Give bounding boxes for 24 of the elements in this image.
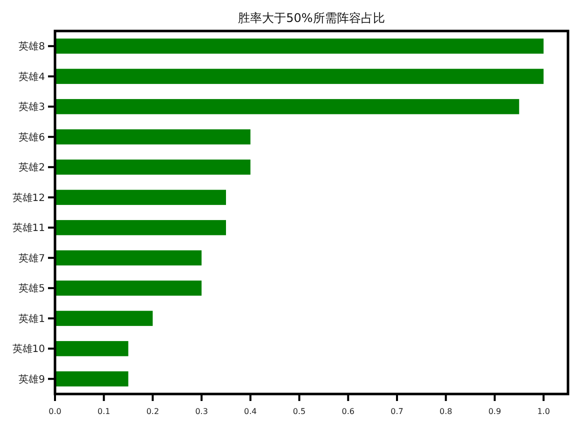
y-tick-label: 英雄5 [18, 282, 45, 295]
x-tick-label: 0.0 [48, 407, 62, 416]
x-tick-label: 0.6 [342, 407, 355, 416]
y-tick-label: 英雄8 [18, 40, 45, 53]
x-tick-label: 0.8 [439, 407, 452, 416]
y-tick-label: 英雄7 [18, 252, 45, 264]
x-tick-label: 0.3 [195, 407, 208, 416]
y-tick-label: 英雄6 [18, 131, 45, 144]
y-tick-label: 英雄9 [18, 373, 45, 386]
y-tick-label: 英雄1 [18, 312, 45, 325]
y-tick-label: 英雄12 [12, 192, 45, 204]
chart-title: 胜率大于50%所需阵容占比 [238, 11, 385, 25]
x-tick-label: 0.7 [390, 407, 404, 416]
x-tick-label: 1.0 [537, 407, 550, 416]
y-tick-label: 英雄4 [18, 70, 45, 83]
x-tick-label: 0.2 [146, 407, 160, 416]
x-tick-label: 0.1 [97, 407, 110, 416]
x-tick-label: 0.4 [244, 407, 257, 416]
y-tick-label: 英雄10 [12, 343, 45, 356]
y-tick-label: 英雄3 [18, 101, 45, 114]
x-tick-label: 0.9 [488, 407, 502, 416]
y-tick-label: 英雄11 [12, 222, 45, 234]
x-tick-label: 0.5 [292, 407, 306, 416]
y-tick-label: 英雄2 [18, 162, 45, 174]
